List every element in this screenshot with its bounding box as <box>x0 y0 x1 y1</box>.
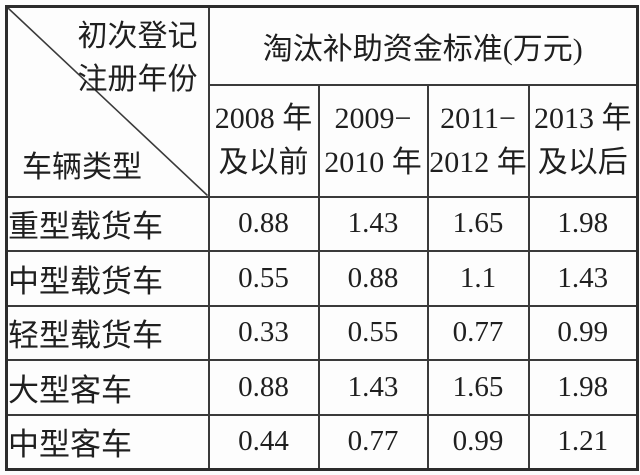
corner-top-label: 初次登记 注册年份 <box>78 16 198 101</box>
year-header-2011-2012-line1: 2011− <box>440 102 516 136</box>
value-cell: 1.43 <box>317 195 429 253</box>
value-cell: 0.99 <box>426 413 530 471</box>
table-row: 轻型载货车 0.33 0.55 0.77 0.99 <box>5 304 639 362</box>
value-cell: 0.44 <box>207 413 320 471</box>
year-header-2013-line1: 2013 年 <box>534 102 632 136</box>
year-header-2009-2010: 2009− 2010 年 <box>317 84 429 198</box>
diagonal-divider-line <box>8 8 208 196</box>
row-label-heavy-truck: 重型载货车 <box>5 195 210 253</box>
table-row: 中型客车 0.44 0.77 0.99 1.21 <box>5 413 639 471</box>
year-header-2008: 2008 年 及以前 <box>207 84 320 198</box>
row-label-medium-truck: 中型载货车 <box>5 250 210 307</box>
table-row: 中型载货车 0.55 0.88 1.1 1.43 <box>5 250 639 307</box>
value-cell: 0.99 <box>527 304 639 362</box>
value-cell: 0.77 <box>317 413 429 471</box>
year-header-2008-line1: 2008 年 <box>214 102 313 136</box>
year-header-2008-line2: 及以前 <box>218 145 309 179</box>
value-cell: 0.88 <box>317 250 429 307</box>
value-cell: 1.98 <box>527 195 639 253</box>
value-cell: 0.55 <box>207 250 320 307</box>
corner-top-label-line2: 注册年份 <box>77 62 198 96</box>
table-row: 大型客车 0.88 1.43 1.65 1.98 <box>5 359 639 416</box>
year-header-2013: 2013 年 及以后 <box>527 84 639 198</box>
value-cell: 0.77 <box>426 304 530 362</box>
row-label-large-bus: 大型客车 <box>5 359 210 416</box>
corner-top-label-line1: 初次登记 <box>77 20 198 53</box>
row-label-medium-bus: 中型客车 <box>5 413 210 471</box>
value-cell: 1.1 <box>426 250 530 307</box>
table-title: 淘汰补助资金标准(万元) <box>207 5 639 87</box>
value-cell: 1.98 <box>527 359 639 416</box>
value-cell: 1.43 <box>317 359 429 416</box>
value-cell: 1.21 <box>527 413 639 471</box>
header-title-row: 初次登记 注册年份 车辆类型 淘汰补助资金标准(万元) <box>5 5 639 198</box>
value-cell: 0.55 <box>317 304 429 362</box>
value-cell: 1.65 <box>426 359 530 416</box>
year-header-2011-2012: 2011− 2012 年 <box>426 84 530 198</box>
corner-bottom-label: 车辆类型 <box>22 150 142 184</box>
subsidy-standard-table: 初次登记 注册年份 车辆类型 淘汰补助资金标准(万元) 2008 年 及以前 2… <box>5 5 640 471</box>
year-header-2009-2010-line2: 2010 年 <box>324 145 422 179</box>
corner-header-cell: 初次登记 注册年份 车辆类型 <box>5 5 210 198</box>
value-cell: 1.65 <box>426 195 530 253</box>
value-cell: 1.43 <box>527 250 639 307</box>
year-header-2009-2010-line1: 2009− <box>334 102 412 136</box>
value-cell: 0.88 <box>207 195 320 253</box>
table-row: 重型载货车 0.88 1.43 1.65 1.98 <box>5 195 639 253</box>
year-header-row: 2008 年 及以前 2009− 2010 年 2011− 2012 年 201… <box>7 84 639 198</box>
year-header-2011-2012-line2: 2012 年 <box>429 145 527 179</box>
value-cell: 0.33 <box>207 304 320 362</box>
value-cell: 0.88 <box>207 359 320 416</box>
year-header-2013-line2: 及以后 <box>537 145 628 179</box>
row-label-light-truck: 轻型载货车 <box>5 304 210 362</box>
